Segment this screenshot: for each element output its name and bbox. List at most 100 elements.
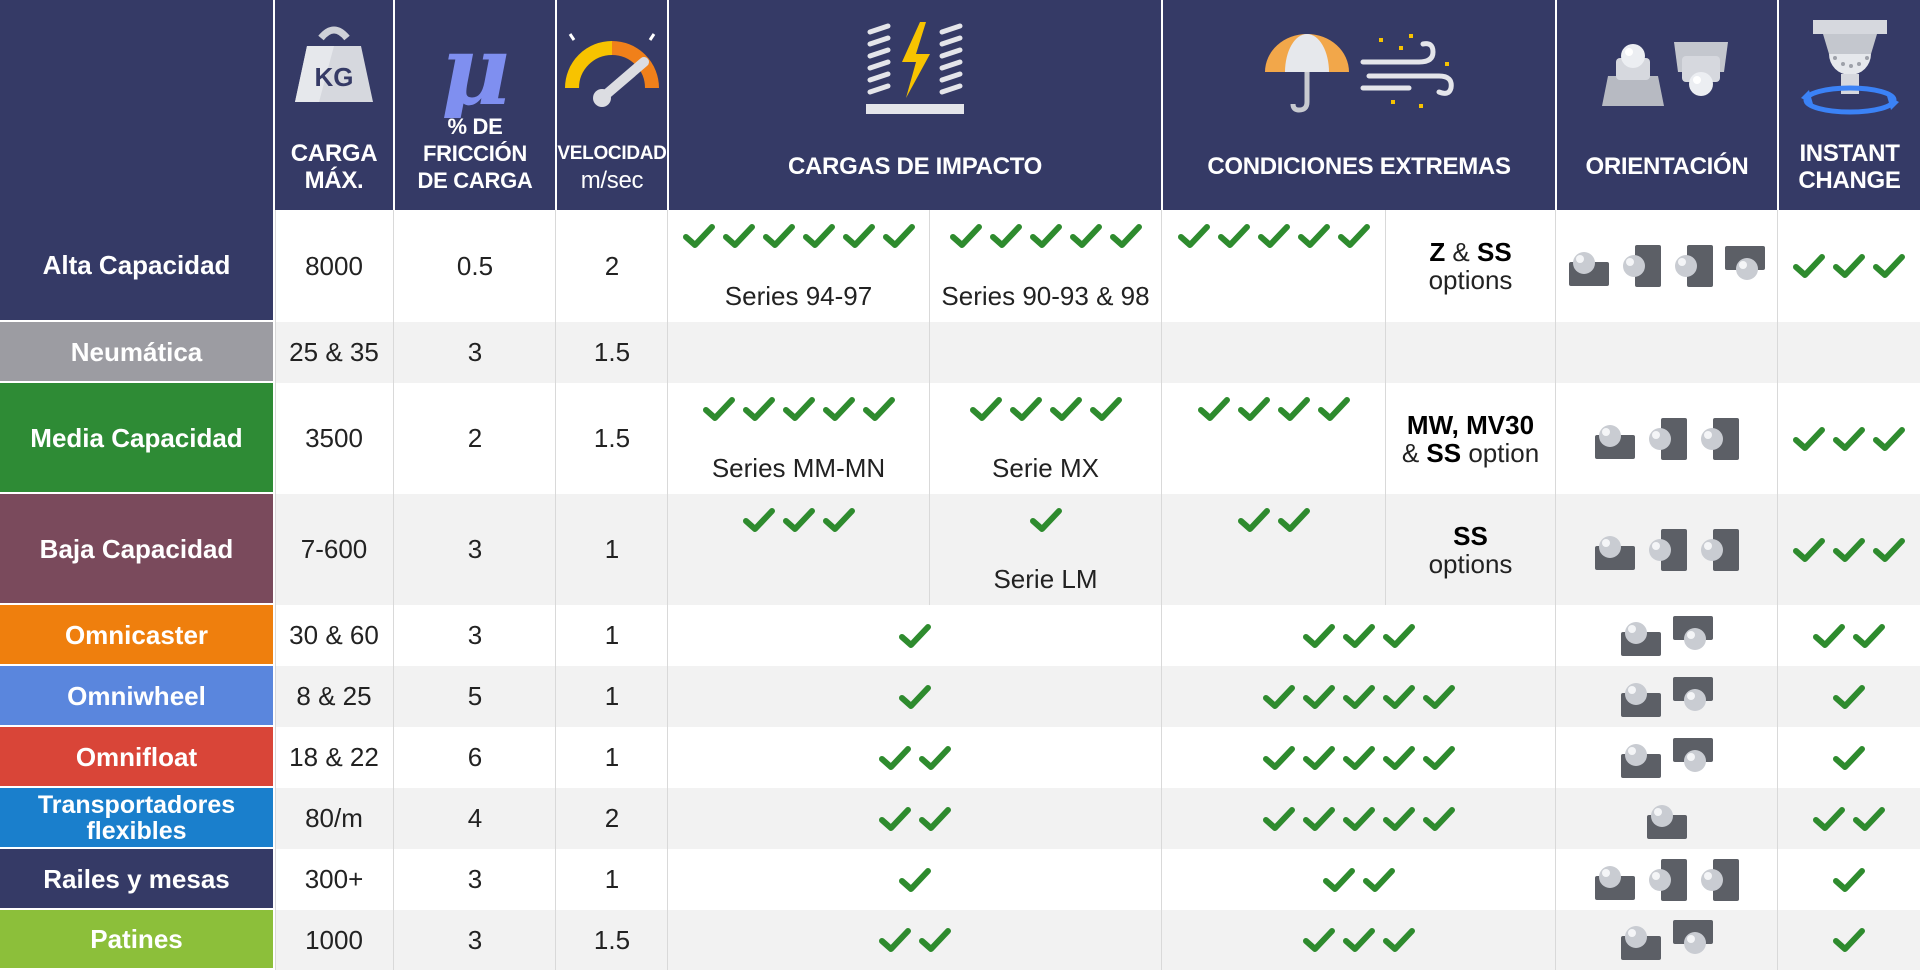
header-instant: INSTANT CHANGE xyxy=(1779,0,1920,210)
orientation-wall-icon xyxy=(1697,417,1741,461)
options-bold: MW, MV30 xyxy=(1406,409,1535,440)
velocidad-cell-value: 1 xyxy=(604,864,620,894)
orientation-wall-icon xyxy=(1697,858,1741,902)
header-instant-line1: INSTANT xyxy=(1799,140,1900,167)
instant-checks xyxy=(1832,866,1866,894)
orientation-icons xyxy=(1645,797,1689,841)
check-icon xyxy=(1362,866,1396,894)
check-icon xyxy=(1342,622,1376,650)
check-icon xyxy=(1422,744,1456,772)
friccion-cell-value: 3 xyxy=(467,924,483,955)
velocidad-cell: 1 xyxy=(557,849,667,910)
extremas-checks xyxy=(1262,683,1456,711)
svg-text:μ: μ xyxy=(440,18,510,118)
impacto-a-checks xyxy=(668,395,929,423)
orientacion-cell xyxy=(1556,494,1777,605)
header-impacto: CARGAS DE IMPACTO xyxy=(669,0,1161,210)
orientation-up-icon xyxy=(1593,528,1637,572)
impacto-checks xyxy=(898,683,932,711)
check-icon xyxy=(949,222,983,250)
check-icon xyxy=(918,926,952,954)
velocidad-cell-value: 1.5 xyxy=(593,924,631,955)
series-label: Serie MX xyxy=(992,453,1099,483)
check-icon xyxy=(1237,395,1271,423)
check-icon xyxy=(1422,805,1456,833)
orientacion-cell xyxy=(1556,910,1777,970)
header-velocidad-line1: VELOCIDAD xyxy=(557,143,667,164)
check-icon xyxy=(1792,536,1826,564)
table-row: Baja Capacidad 7-600 3 1 Serie LM SS options xyxy=(0,494,1920,605)
friccion-cell: 2 xyxy=(395,383,555,494)
check-icon xyxy=(1089,395,1123,423)
check-icon xyxy=(822,506,856,534)
instant-checks xyxy=(1832,926,1866,954)
carga-cell-value: 3500 xyxy=(305,423,363,453)
orientation-wall-icon xyxy=(1645,417,1689,461)
carga-cell: 8000 xyxy=(275,210,393,322)
header-orientacion-label: ORIENTACIÓN xyxy=(1585,153,1749,180)
velocidad-cell-value: 1.5 xyxy=(593,337,631,367)
instant-change-cell xyxy=(1778,910,1920,970)
options-line2: options xyxy=(1429,550,1513,578)
impacto-a-cell: Series MM-MN xyxy=(668,383,929,494)
check-icon xyxy=(1792,425,1826,453)
instant-change-cell xyxy=(1778,788,1920,849)
row-label: Omniwheel xyxy=(0,666,273,727)
extremas-cell xyxy=(1162,383,1385,494)
impacto-checks xyxy=(898,866,932,894)
check-icon xyxy=(1382,926,1416,954)
check-icon xyxy=(1342,926,1376,954)
check-icon xyxy=(1029,506,1063,534)
instant-change-cell xyxy=(1778,210,1920,322)
friccion-cell: 5 xyxy=(395,666,555,727)
table-row: Alta Capacidad 8000 0.5 2 Series 94-97 Series… xyxy=(0,210,1920,322)
options-joiner: & xyxy=(1401,437,1427,468)
table-row: Neumática 25 & 35 3 1.5 xyxy=(0,322,1920,383)
impacto-checks xyxy=(878,926,952,954)
row-label: Omnicaster xyxy=(0,605,273,666)
velocidad-cell: 1 xyxy=(557,666,667,727)
header-carga: KG CARGA MÁX. xyxy=(275,0,393,210)
check-icon xyxy=(1337,222,1371,250)
check-icon xyxy=(1812,622,1846,650)
impacto-a-checks xyxy=(668,506,929,534)
friccion-cell-value: 3 xyxy=(467,534,483,564)
check-icon xyxy=(1217,222,1251,250)
check-icon xyxy=(1262,805,1296,833)
check-icon xyxy=(1852,622,1886,650)
check-icon xyxy=(1382,805,1416,833)
extremas-cell xyxy=(1162,849,1555,910)
impacto-cell xyxy=(668,666,1161,727)
check-icon xyxy=(1382,744,1416,772)
carga-cell-value: 8000 xyxy=(305,250,363,281)
row-label: Alta Capacidad xyxy=(0,210,273,322)
extremas-cell xyxy=(1162,605,1555,666)
impacto-cell xyxy=(668,910,1161,970)
check-icon xyxy=(1872,425,1906,453)
check-icon xyxy=(1297,222,1331,250)
instant-checks xyxy=(1832,683,1866,711)
orientation-icons xyxy=(1567,244,1767,288)
extremas-checks xyxy=(1162,222,1385,250)
impacto-b-checks xyxy=(930,222,1161,250)
options-line1: SS xyxy=(1453,522,1488,550)
row-label: Patines xyxy=(0,910,273,970)
velocidad-cell: 1 xyxy=(557,605,667,666)
friccion-cell-value: 6 xyxy=(467,742,483,772)
header-carga-line1: CARGA xyxy=(290,140,378,167)
instant-checks xyxy=(1792,536,1906,564)
options-line1: MW, MV30 xyxy=(1407,411,1534,439)
check-icon xyxy=(1277,506,1311,534)
options-text: option xyxy=(1461,437,1540,468)
orientation-icons xyxy=(1593,417,1741,461)
friccion-cell-value: 4 xyxy=(467,803,483,833)
options-cell: MW, MV30 & SS option xyxy=(1386,383,1555,494)
check-icon xyxy=(1382,622,1416,650)
header-velocidad: VELOCIDAD m/sec xyxy=(557,0,667,210)
header-friccion-line2: DE CARGA xyxy=(417,168,533,193)
velocidad-cell: 2 xyxy=(557,210,667,322)
check-icon xyxy=(898,866,932,894)
friccion-cell: 3 xyxy=(395,322,555,383)
check-icon xyxy=(1009,395,1043,423)
friccion-cell: 3 xyxy=(395,494,555,605)
